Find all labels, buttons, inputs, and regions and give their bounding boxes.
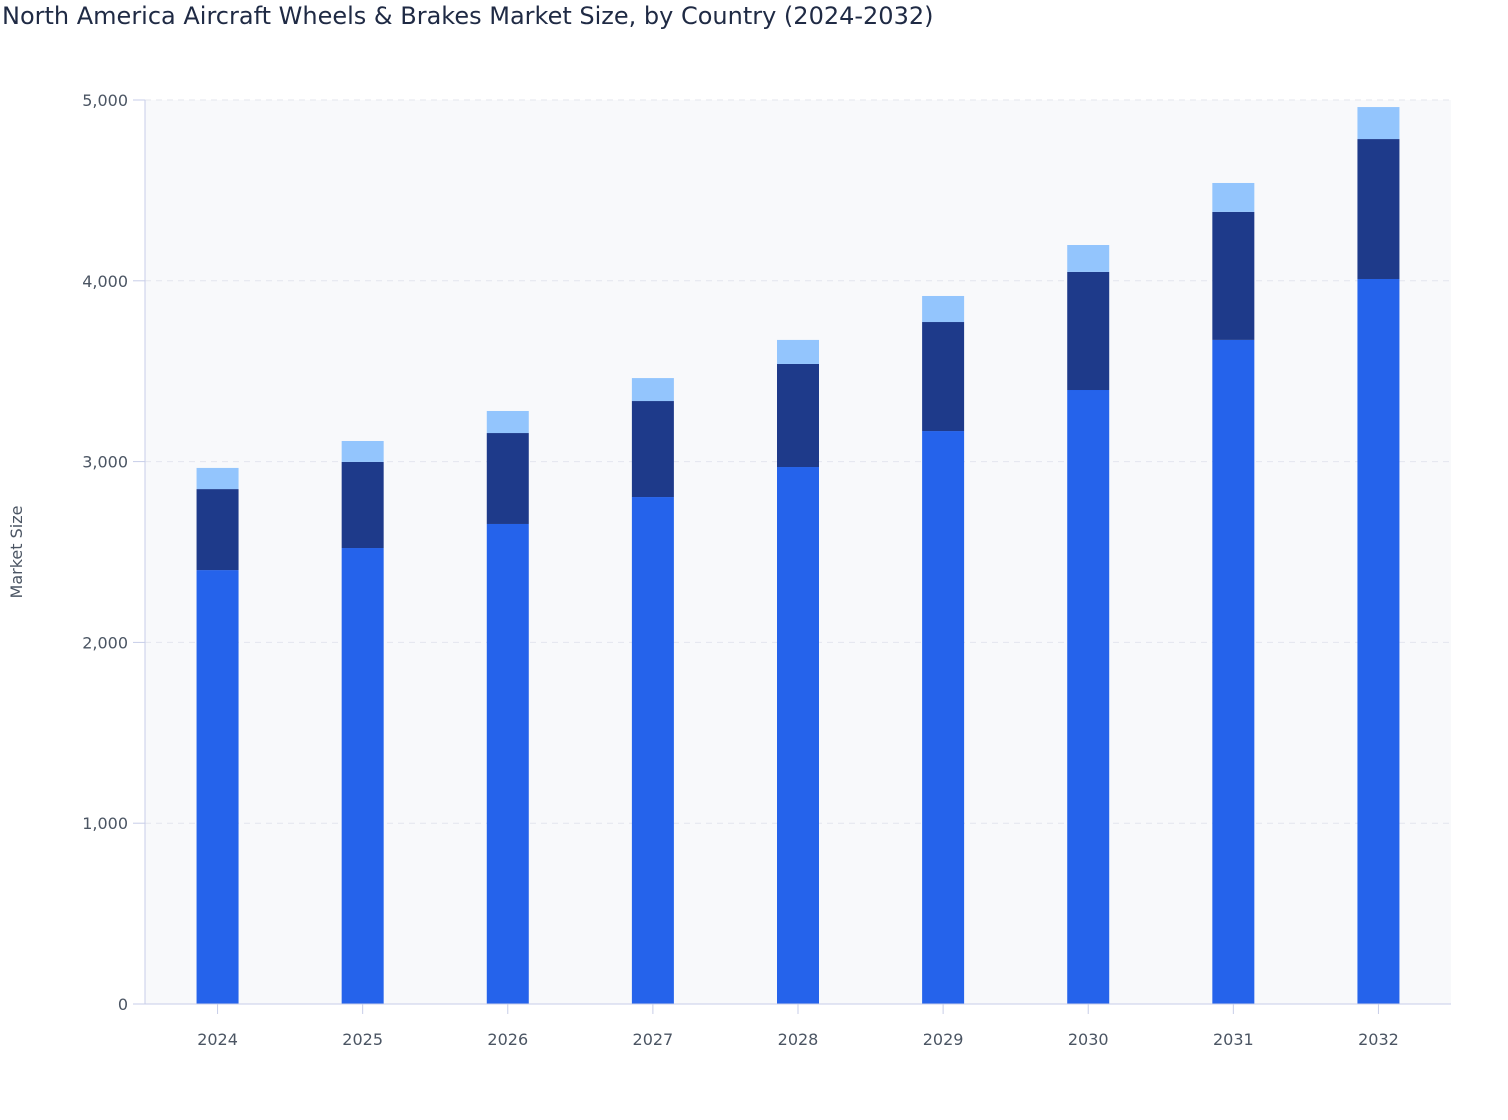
y-tick-label: 2,000 bbox=[82, 633, 128, 652]
x-tick-label: 2029 bbox=[923, 1030, 964, 1049]
y-tick-label: 5,000 bbox=[82, 91, 128, 110]
bar-segment-series-3-2027[interactable] bbox=[631, 378, 674, 402]
x-tick-label: 2024 bbox=[197, 1030, 238, 1049]
x-tick-label: 2032 bbox=[1358, 1030, 1399, 1049]
bar-segment-series-1-2025[interactable] bbox=[341, 548, 384, 1004]
bar-segment-series-1-2030[interactable] bbox=[1067, 390, 1110, 1005]
bar-segment-series-2-2026[interactable] bbox=[486, 433, 529, 524]
bar-segment-series-2-2029[interactable] bbox=[922, 322, 965, 432]
bar-segment-series-3-2031[interactable] bbox=[1212, 182, 1255, 212]
x-tick-label: 2025 bbox=[342, 1030, 383, 1049]
bar-segment-series-2-2028[interactable] bbox=[777, 363, 819, 468]
y-tick-label: 0 bbox=[118, 995, 128, 1014]
bar-segment-series-2-2025[interactable] bbox=[341, 461, 384, 549]
bar-segment-series-3-2028[interactable] bbox=[777, 339, 819, 364]
bar-segment-series-1-2027[interactable] bbox=[631, 497, 674, 1004]
bar-segment-series-1-2031[interactable] bbox=[1212, 339, 1255, 1004]
chart-title: North America Aircraft Wheels & Brakes M… bbox=[2, 2, 934, 30]
bar-segment-series-3-2025[interactable] bbox=[341, 440, 384, 462]
bar-segment-series-3-2030[interactable] bbox=[1067, 245, 1110, 272]
bar-segment-series-3-2029[interactable] bbox=[922, 295, 965, 323]
x-tick-label: 2026 bbox=[487, 1030, 528, 1049]
bar-segment-series-1-2026[interactable] bbox=[486, 523, 529, 1004]
bar-segment-series-2-2032[interactable] bbox=[1357, 139, 1400, 279]
bar-segment-series-1-2032[interactable] bbox=[1357, 278, 1400, 1004]
bar-segment-series-2-2030[interactable] bbox=[1067, 271, 1110, 391]
bar-segment-series-2-2027[interactable] bbox=[631, 401, 674, 498]
y-tick-label: 1,000 bbox=[82, 814, 128, 833]
bar-segment-series-2-2031[interactable] bbox=[1212, 211, 1255, 340]
bar-segment-series-3-2032[interactable] bbox=[1357, 107, 1400, 140]
y-axis-label: Market Size bbox=[7, 506, 26, 599]
bar-segment-series-1-2028[interactable] bbox=[777, 467, 819, 1004]
bar-segment-series-2-2024[interactable] bbox=[196, 489, 239, 571]
bar-segment-series-3-2026[interactable] bbox=[486, 410, 529, 434]
y-tick-label: 4,000 bbox=[82, 272, 128, 291]
x-tick-label: 2028 bbox=[778, 1030, 819, 1049]
y-tick-label: 3,000 bbox=[82, 453, 128, 472]
x-tick-label: 2027 bbox=[633, 1030, 674, 1049]
x-tick-label: 2031 bbox=[1213, 1030, 1254, 1049]
x-tick-label: 2030 bbox=[1068, 1030, 1109, 1049]
bar-segment-series-1-2029[interactable] bbox=[922, 431, 965, 1004]
bar-segment-series-3-2024[interactable] bbox=[196, 467, 239, 490]
bar-segment-series-1-2024[interactable] bbox=[196, 570, 239, 1004]
